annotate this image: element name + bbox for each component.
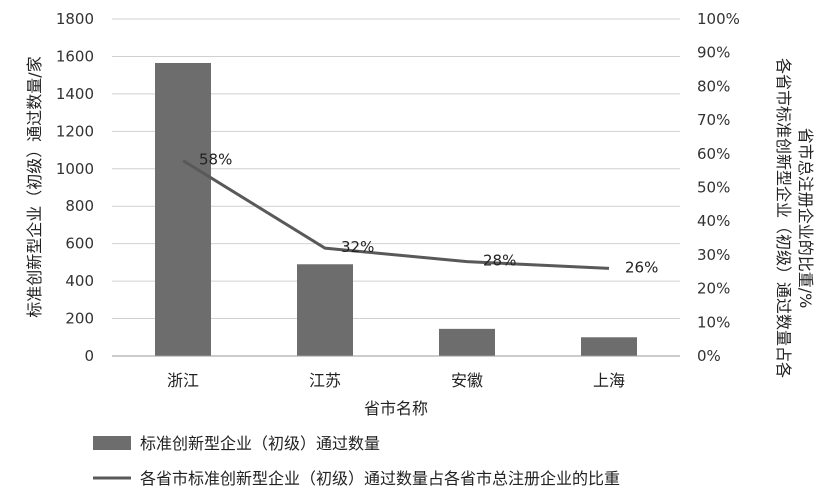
line-series bbox=[182, 159, 610, 270]
left-axis-ticks: 0 200 400 600 800 1000 1200 1400 1600 1800 bbox=[56, 10, 94, 365]
y2-tick-label: 50% bbox=[697, 179, 730, 197]
category-label: 上海 bbox=[593, 371, 625, 390]
line-data-label: 28% bbox=[483, 252, 516, 270]
y-tick-label: 1200 bbox=[56, 122, 94, 140]
y2-tick-label: 60% bbox=[697, 145, 730, 163]
y2-tick-label: 30% bbox=[697, 246, 730, 264]
category-label: 江苏 bbox=[309, 371, 341, 390]
y-tick-label: 600 bbox=[65, 235, 94, 253]
category-label: 安徽 bbox=[451, 371, 483, 390]
y2-tick-label: 10% bbox=[697, 313, 730, 331]
y2-axis-title-line1: 各省市标准创新型企业（初级）通过数量占各 bbox=[774, 58, 793, 378]
y-tick-label: 1600 bbox=[56, 47, 94, 65]
legend-bar-label: 标准创新型企业（初级）通过数量 bbox=[140, 434, 380, 453]
y2-tick-label: 80% bbox=[697, 77, 730, 95]
y-tick-label: 1000 bbox=[56, 160, 94, 178]
right-axis-ticks: 0% 10% 20% 30% 40% 50% 60% 70% 80% 90% 100% bbox=[697, 10, 740, 365]
bar-series bbox=[155, 62, 637, 356]
data-labels: 58% 32% 28% 26% bbox=[199, 151, 658, 277]
legend-bar-swatch bbox=[93, 436, 131, 450]
line-data-label: 26% bbox=[625, 258, 658, 276]
y-tick-label: 1800 bbox=[56, 10, 94, 28]
bar bbox=[581, 337, 637, 356]
y2-tick-label: 20% bbox=[697, 280, 730, 298]
bar bbox=[439, 328, 495, 356]
category-label: 浙江 bbox=[167, 371, 199, 390]
x-axis-title: 省市名称 bbox=[364, 399, 428, 418]
y2-tick-label: 90% bbox=[697, 44, 730, 62]
line-data-label: 32% bbox=[341, 238, 374, 256]
y-tick-label: 800 bbox=[65, 197, 94, 215]
y2-axis-title-line2: 省市总注册企业的比重/% bbox=[796, 128, 815, 309]
y-tick-label: 200 bbox=[65, 310, 94, 328]
legend: 标准创新型企业（初级）通过数量 各省市标准创新型企业（初级）通过数量占各省市总注… bbox=[93, 434, 620, 488]
y-tick-label: 0 bbox=[84, 347, 94, 365]
y2-tick-label: 40% bbox=[697, 212, 730, 230]
y2-tick-label: 70% bbox=[697, 111, 730, 129]
bar bbox=[155, 62, 211, 356]
y2-tick-label: 0% bbox=[697, 347, 721, 365]
bar bbox=[297, 264, 353, 356]
legend-line-label: 各省市标准创新型企业（初级）通过数量占各省市总注册企业的比重 bbox=[140, 469, 620, 488]
line-data-label: 58% bbox=[199, 151, 232, 169]
category-labels: 浙江 江苏 安徽 上海 bbox=[167, 371, 625, 390]
y2-tick-label: 100% bbox=[697, 10, 740, 28]
y-axis-title: 标准创新型企业（初级）通过数量/家 bbox=[25, 56, 44, 317]
y-tick-label: 1400 bbox=[56, 85, 94, 103]
series-line bbox=[182, 159, 610, 270]
y-tick-label: 400 bbox=[65, 272, 94, 290]
